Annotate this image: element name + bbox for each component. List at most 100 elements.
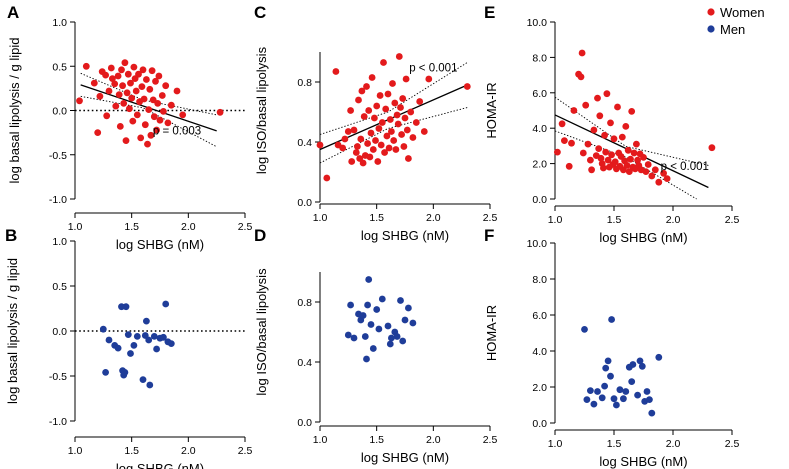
p-value-annotation: p < 0.001	[409, 63, 457, 75]
data-point	[386, 116, 394, 123]
data-point	[377, 141, 385, 149]
data-point	[578, 49, 586, 57]
data-point	[389, 80, 396, 87]
x-tick-label: 2.0	[181, 445, 196, 457]
data-point	[570, 107, 578, 114]
y-axis-title: HOMA-IR	[484, 82, 499, 138]
data-point	[375, 325, 383, 333]
data-point	[644, 161, 652, 168]
y-tick-label: 0.5	[52, 281, 67, 293]
data-point	[577, 73, 585, 81]
data-point	[401, 316, 409, 324]
data-point	[616, 386, 624, 394]
data-point	[405, 155, 412, 162]
data-point	[153, 126, 161, 134]
panel-e: E 0.0 2.0 4.0 6.0 8.0 10.0 1.0 1.5 2.0 2.5 log SHBG…	[484, 3, 739, 245]
data-point	[133, 111, 141, 119]
data-point	[369, 345, 377, 352]
data-point	[148, 67, 156, 75]
ci-lower-line	[80, 95, 217, 148]
data-point	[587, 387, 594, 394]
data-point	[160, 333, 167, 341]
data-point	[119, 82, 126, 90]
data-point	[373, 306, 381, 313]
x-tick-label: 2.0	[181, 221, 196, 233]
data-point	[153, 345, 161, 353]
data-point	[610, 395, 618, 403]
x-tick-label: 1.0	[313, 212, 328, 224]
data-point	[141, 121, 149, 129]
data-point	[628, 108, 636, 115]
x-tick-label: 1.5	[607, 438, 622, 450]
x-tick-label: 1.0	[68, 221, 83, 233]
data-point	[604, 156, 612, 164]
data-point	[96, 92, 104, 100]
data-point	[642, 168, 650, 176]
data-point	[167, 340, 175, 347]
y-tick-label: 0.0	[297, 197, 312, 209]
y-tick-label: -1.0	[49, 416, 67, 428]
data-point	[145, 106, 153, 113]
data-point	[107, 64, 115, 72]
data-point	[583, 396, 591, 403]
data-point	[372, 137, 379, 144]
y-axis-title: log ISO/basal lipolysis	[254, 46, 269, 174]
data-point	[663, 175, 671, 183]
data-point	[613, 401, 620, 409]
data-point	[610, 135, 618, 143]
data-point	[651, 166, 659, 174]
data-point	[350, 334, 358, 342]
data-point	[363, 83, 370, 90]
data-point	[368, 74, 376, 81]
data-point	[344, 128, 352, 135]
data-point	[90, 79, 98, 87]
x-tick-label: 1.0	[548, 438, 563, 450]
data-point	[386, 340, 394, 348]
data-point	[122, 303, 130, 311]
data-point	[624, 146, 632, 154]
legend-marker-women	[707, 8, 715, 16]
y-tick-label: 0.4	[297, 357, 312, 369]
x-tick-label: 2.0	[426, 212, 441, 224]
data-point	[361, 333, 369, 340]
data-point	[347, 301, 354, 309]
data-point	[125, 105, 133, 113]
y-tick-label: 6.0	[532, 310, 547, 322]
data-point	[114, 72, 122, 80]
x-axis-title: log SHBG (nM)	[361, 228, 449, 243]
data-point	[655, 353, 663, 361]
data-point	[394, 120, 402, 128]
legend-item-men: Men	[707, 22, 745, 37]
data-point	[132, 87, 140, 95]
panel-label: A	[7, 3, 19, 22]
data-point	[420, 128, 428, 135]
data-point	[374, 158, 382, 165]
data-point	[76, 97, 83, 105]
y-tick-label: -0.5	[49, 371, 67, 383]
data-point	[400, 143, 408, 150]
x-tick-label: 1.0	[68, 445, 83, 457]
data-point	[412, 119, 420, 126]
legend-item-women: Women	[707, 5, 765, 20]
data-point	[123, 89, 131, 97]
y-tick-label: 0.0	[532, 418, 547, 430]
data-point	[402, 75, 410, 83]
panel-label: D	[254, 226, 266, 245]
data-point	[339, 144, 347, 152]
data-point	[384, 90, 392, 98]
x-axis-title: log SHBG (nM)	[116, 237, 204, 252]
x-tick-label: 2.5	[725, 214, 740, 226]
data-point	[140, 95, 148, 103]
y-tick-label: 4.0	[532, 346, 547, 358]
data-point	[116, 123, 124, 130]
data-point	[384, 322, 392, 330]
data-point	[130, 342, 138, 349]
data-point	[634, 156, 641, 164]
data-point	[391, 99, 399, 107]
data-point	[359, 159, 367, 167]
data-point	[594, 388, 601, 395]
data-point	[130, 63, 138, 71]
data-point	[115, 91, 123, 98]
data-point	[636, 357, 644, 365]
data-point	[378, 295, 386, 303]
